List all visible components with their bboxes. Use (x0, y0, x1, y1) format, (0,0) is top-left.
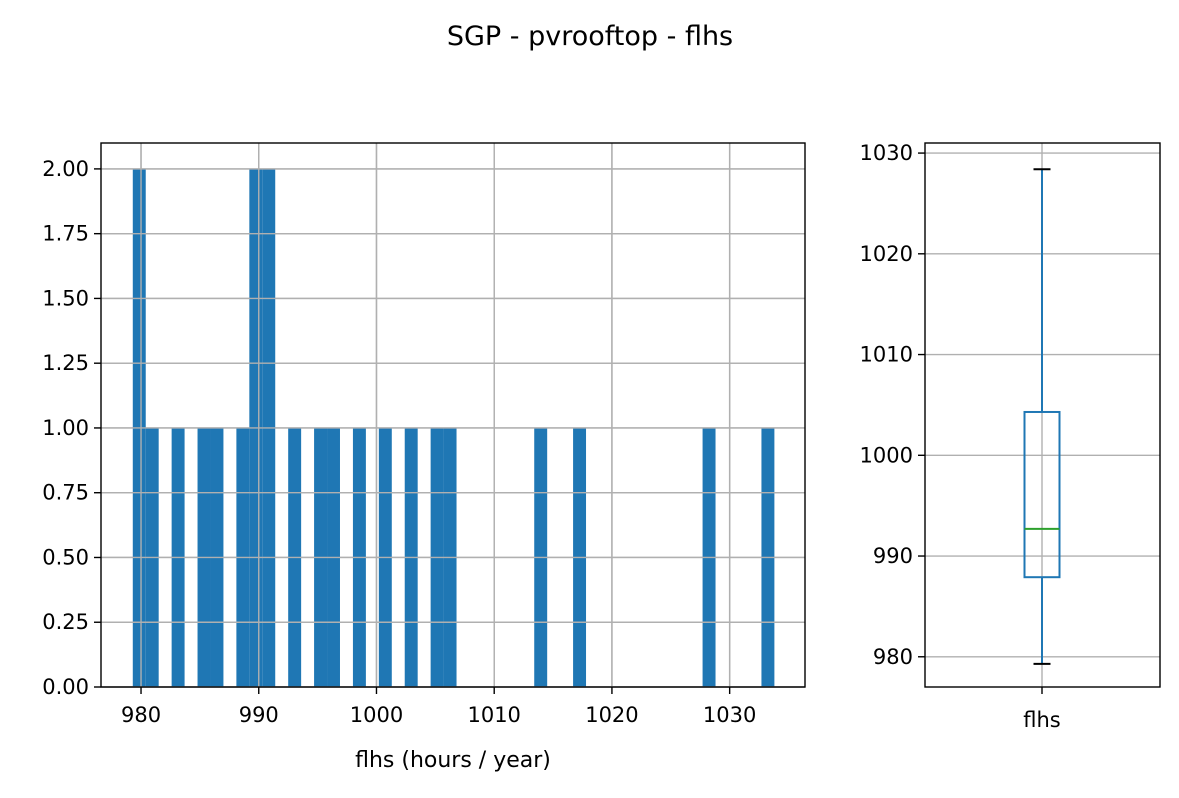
histogram-frame (100, 142, 806, 688)
histogram-bars (101, 143, 805, 688)
histogram-y-ticks: 0.00 0.25 0.50 0.75 1.00 1.25 1.50 1.75 2.00 (42, 157, 101, 699)
boxplot-y-tick-label: 1020 (860, 242, 913, 266)
histogram-x-tick-label: 1010 (467, 703, 520, 727)
boxplot-category-label: flhs (1023, 708, 1060, 732)
boxplot-y-tick-label: 1010 (860, 343, 913, 367)
histogram-y-tick-label: 0.25 (42, 610, 89, 634)
histogram-x-tick-label: 990 (239, 703, 279, 727)
boxplot-box (1023, 410, 1061, 579)
histogram-x-tick-label: 1020 (585, 703, 638, 727)
histogram-y-tick-label: 1.75 (42, 222, 89, 246)
histogram-grid-overlay (101, 143, 805, 688)
boxplot-y-tick-label: 1030 (860, 141, 913, 165)
histogram-y-tick-label: 0.50 (42, 545, 89, 569)
histogram-x-tick-label: 1030 (703, 703, 756, 727)
boxplot-panel: 980 990 1000 1010 1020 1030 flhs (860, 141, 1161, 732)
histogram-x-axis-label: flhs (hours / year) (355, 748, 551, 773)
histogram-y-tick-label: 0.75 (42, 481, 89, 505)
histogram-panel: 980 990 1000 1010 1020 1030 0.00 0.25 0.50 0.75 1… (42, 142, 806, 773)
histogram-x-ticks: 980 990 1000 1010 1020 1030 (121, 687, 756, 727)
boxplot-y-tick-label: 980 (873, 645, 913, 669)
histogram-x-tick-label: 980 (121, 703, 161, 727)
boxplot-y-tick-label: 1000 (860, 443, 913, 467)
boxplot-y-tick-label: 990 (873, 544, 913, 568)
boxplot-y-ticks: 980 990 1000 1010 1020 1030 (860, 141, 925, 669)
histogram-y-tick-label: 1.00 (42, 416, 89, 440)
boxplot-marks (1023, 168, 1061, 665)
histogram-x-tick-label: 1000 (350, 703, 403, 727)
histogram-y-tick-label: 0.00 (42, 675, 89, 699)
histogram-y-tick-label: 2.00 (42, 157, 89, 181)
histogram-y-tick-label: 1.50 (42, 286, 89, 310)
histogram-y-tick-label: 1.25 (42, 351, 89, 375)
figure-title: SGP - pvrooftop - flhs (447, 21, 733, 52)
